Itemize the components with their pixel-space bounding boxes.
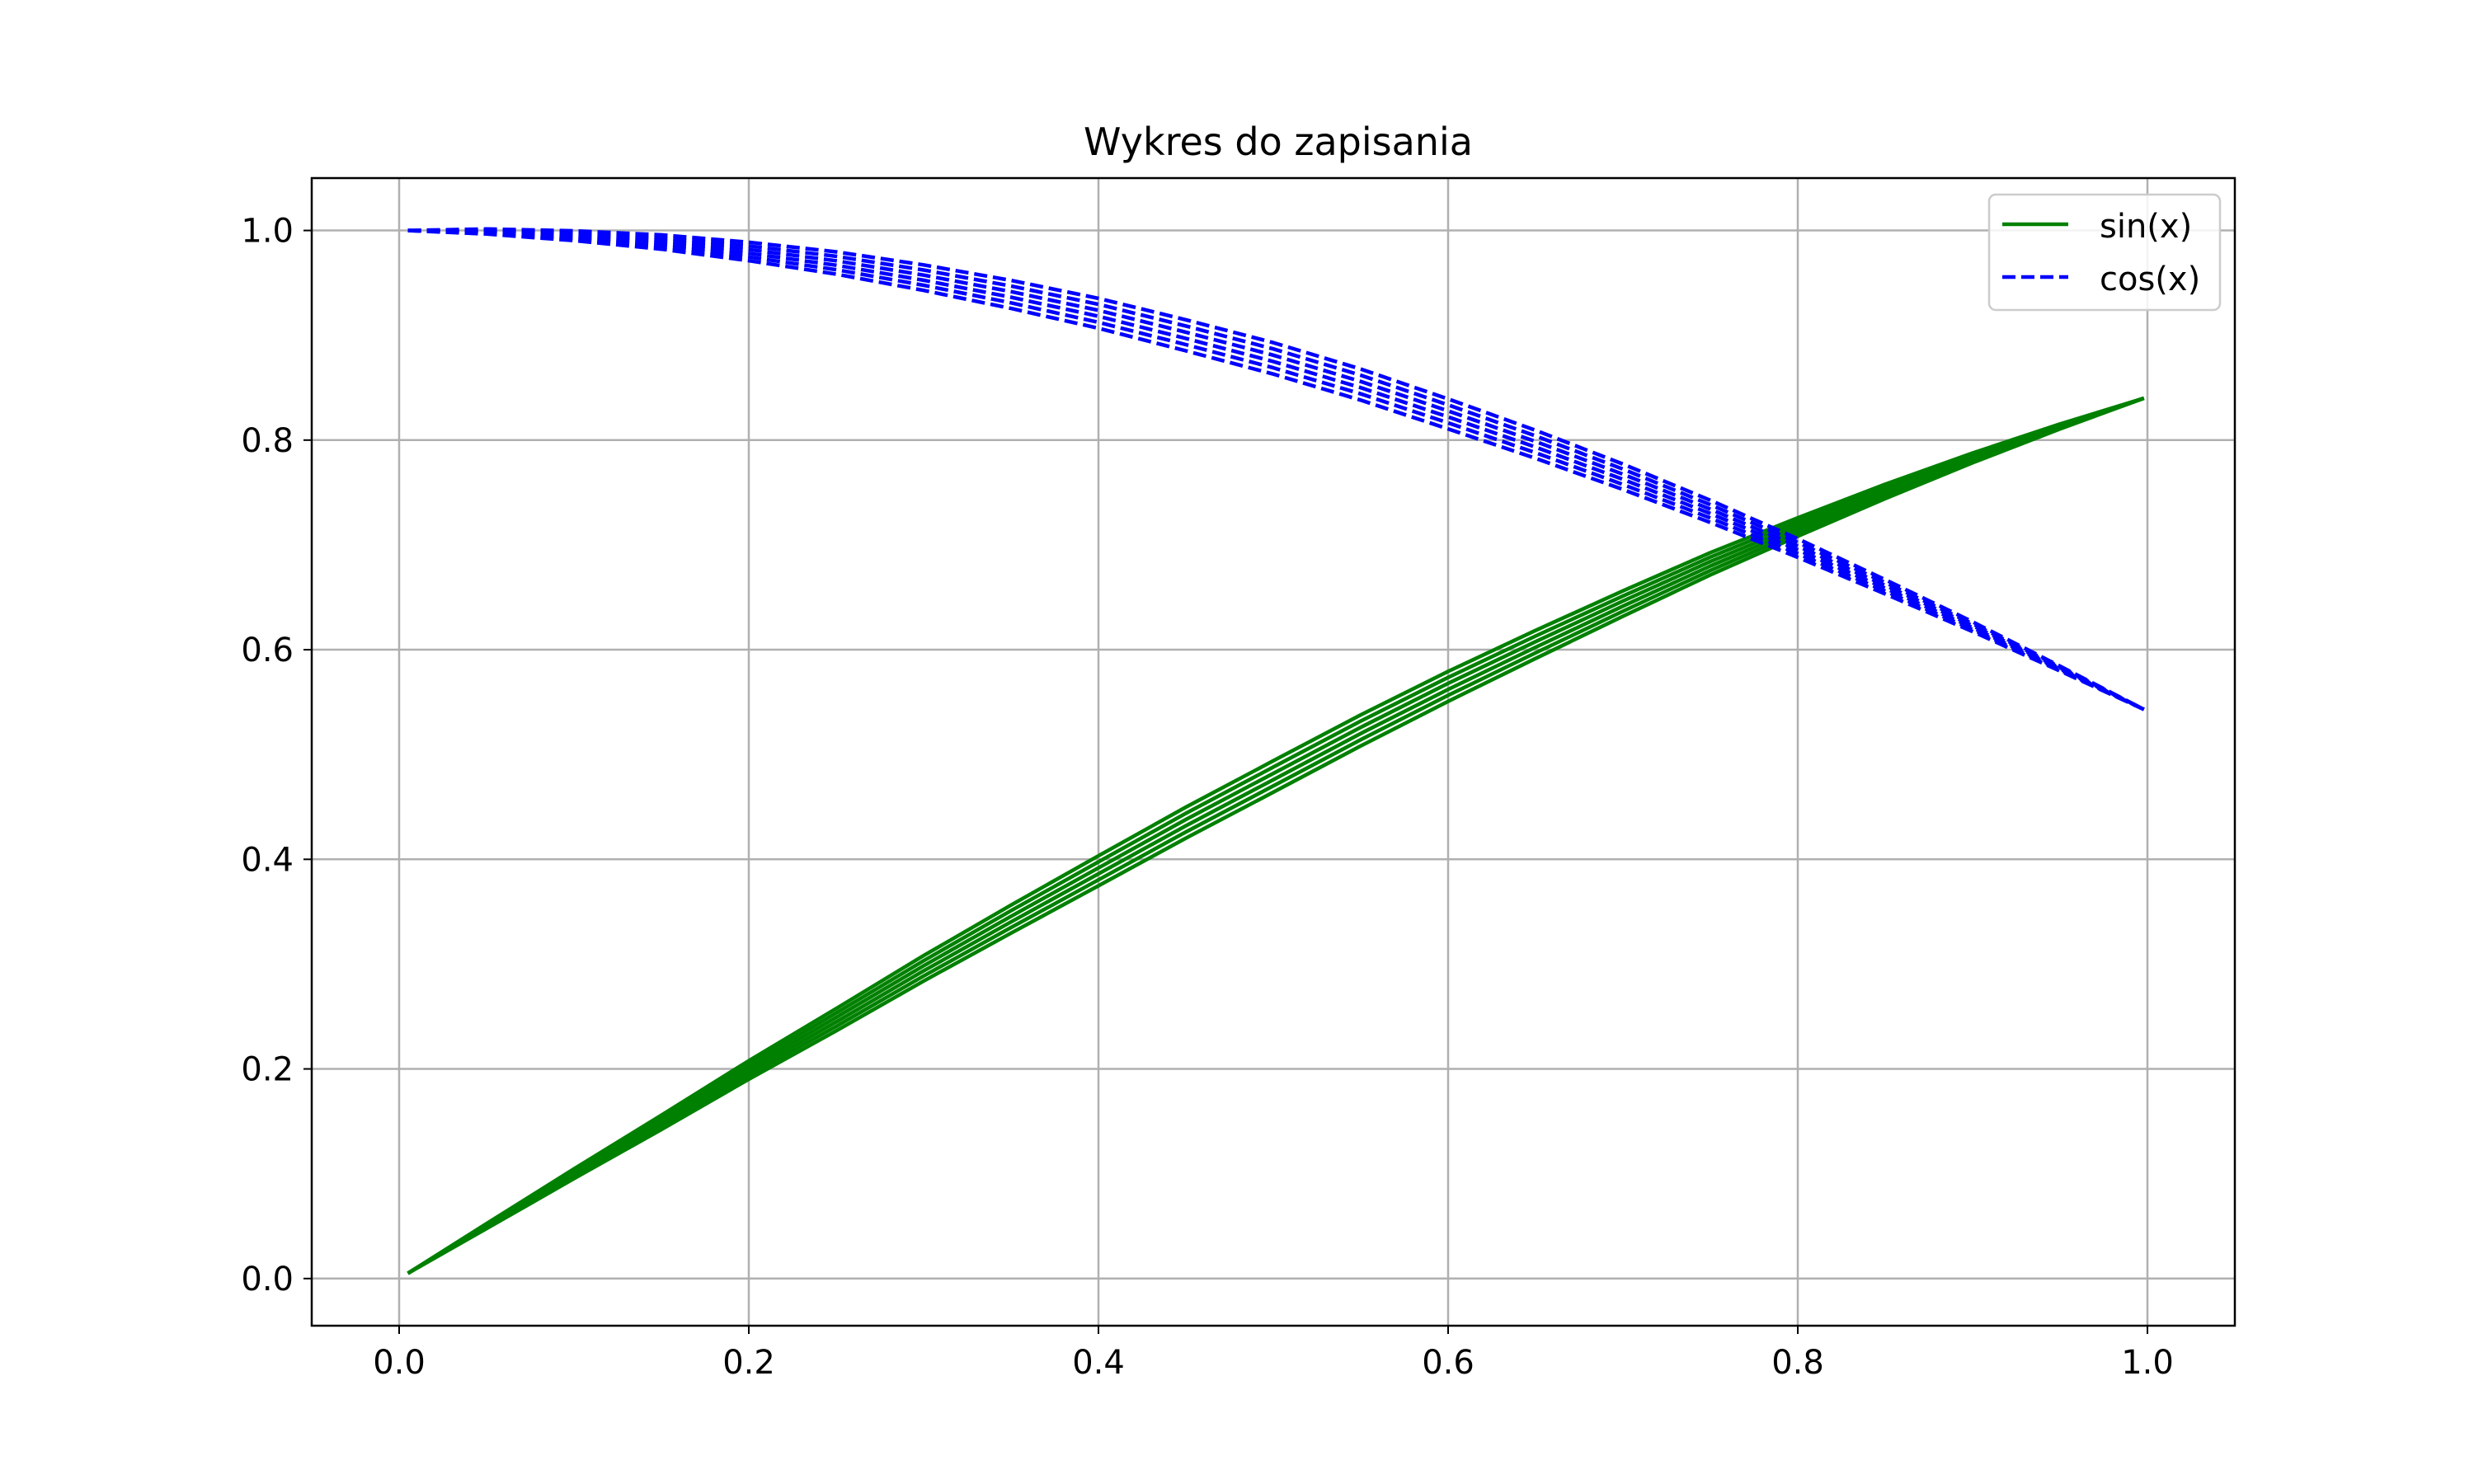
y-tick-label: 0.4 — [241, 841, 294, 879]
series-line-cosx — [407, 228, 2145, 711]
y-tick-label: 0.8 — [241, 422, 294, 460]
plot-area-frame — [310, 176, 2236, 1327]
y-tick-label: 0.6 — [241, 632, 294, 669]
x-tick-label: 0.2 — [722, 1344, 775, 1382]
legend-label-sin: sin(x) — [2100, 208, 2192, 246]
x-tick-label: 0.6 — [1422, 1344, 1475, 1382]
y-axis: 0.0 0.2 0.4 0.6 0.8 1.0 — [241, 213, 312, 1298]
series-line-sinx — [407, 396, 2145, 1275]
grid — [312, 178, 2235, 1326]
series-line-cosx — [407, 228, 2145, 711]
series-line-sinx — [407, 396, 2145, 1275]
legend-label-cos: cos(x) — [2100, 261, 2200, 298]
series-line-sinx — [407, 396, 2145, 1275]
series-line-cosx — [407, 228, 2145, 711]
x-tick-label: 1.0 — [2121, 1344, 2174, 1382]
y-tick-label: 1.0 — [241, 213, 294, 251]
series-line-sinx — [407, 396, 2145, 1275]
x-tick-label: 0.8 — [1771, 1344, 1824, 1382]
legend: sin(x) cos(x) — [1987, 193, 2222, 312]
x-tick-label: 0.0 — [373, 1344, 426, 1382]
chart-title: Wykres do zapisania — [1084, 120, 1473, 164]
series-line-cosx — [407, 228, 2145, 711]
x-tick-label: 0.4 — [1072, 1344, 1125, 1382]
y-tick-label: 0.0 — [241, 1261, 294, 1298]
series-line-sinx — [407, 396, 2145, 1275]
series-line-cosx — [407, 228, 2145, 711]
x-axis: 0.0 0.2 0.4 0.6 0.8 1.0 — [373, 1326, 2174, 1382]
y-tick-label: 0.2 — [241, 1051, 294, 1089]
series-line-sinx — [407, 396, 2145, 1275]
plot-lines — [407, 227, 2145, 1275]
series-line-cosx — [407, 227, 2145, 711]
